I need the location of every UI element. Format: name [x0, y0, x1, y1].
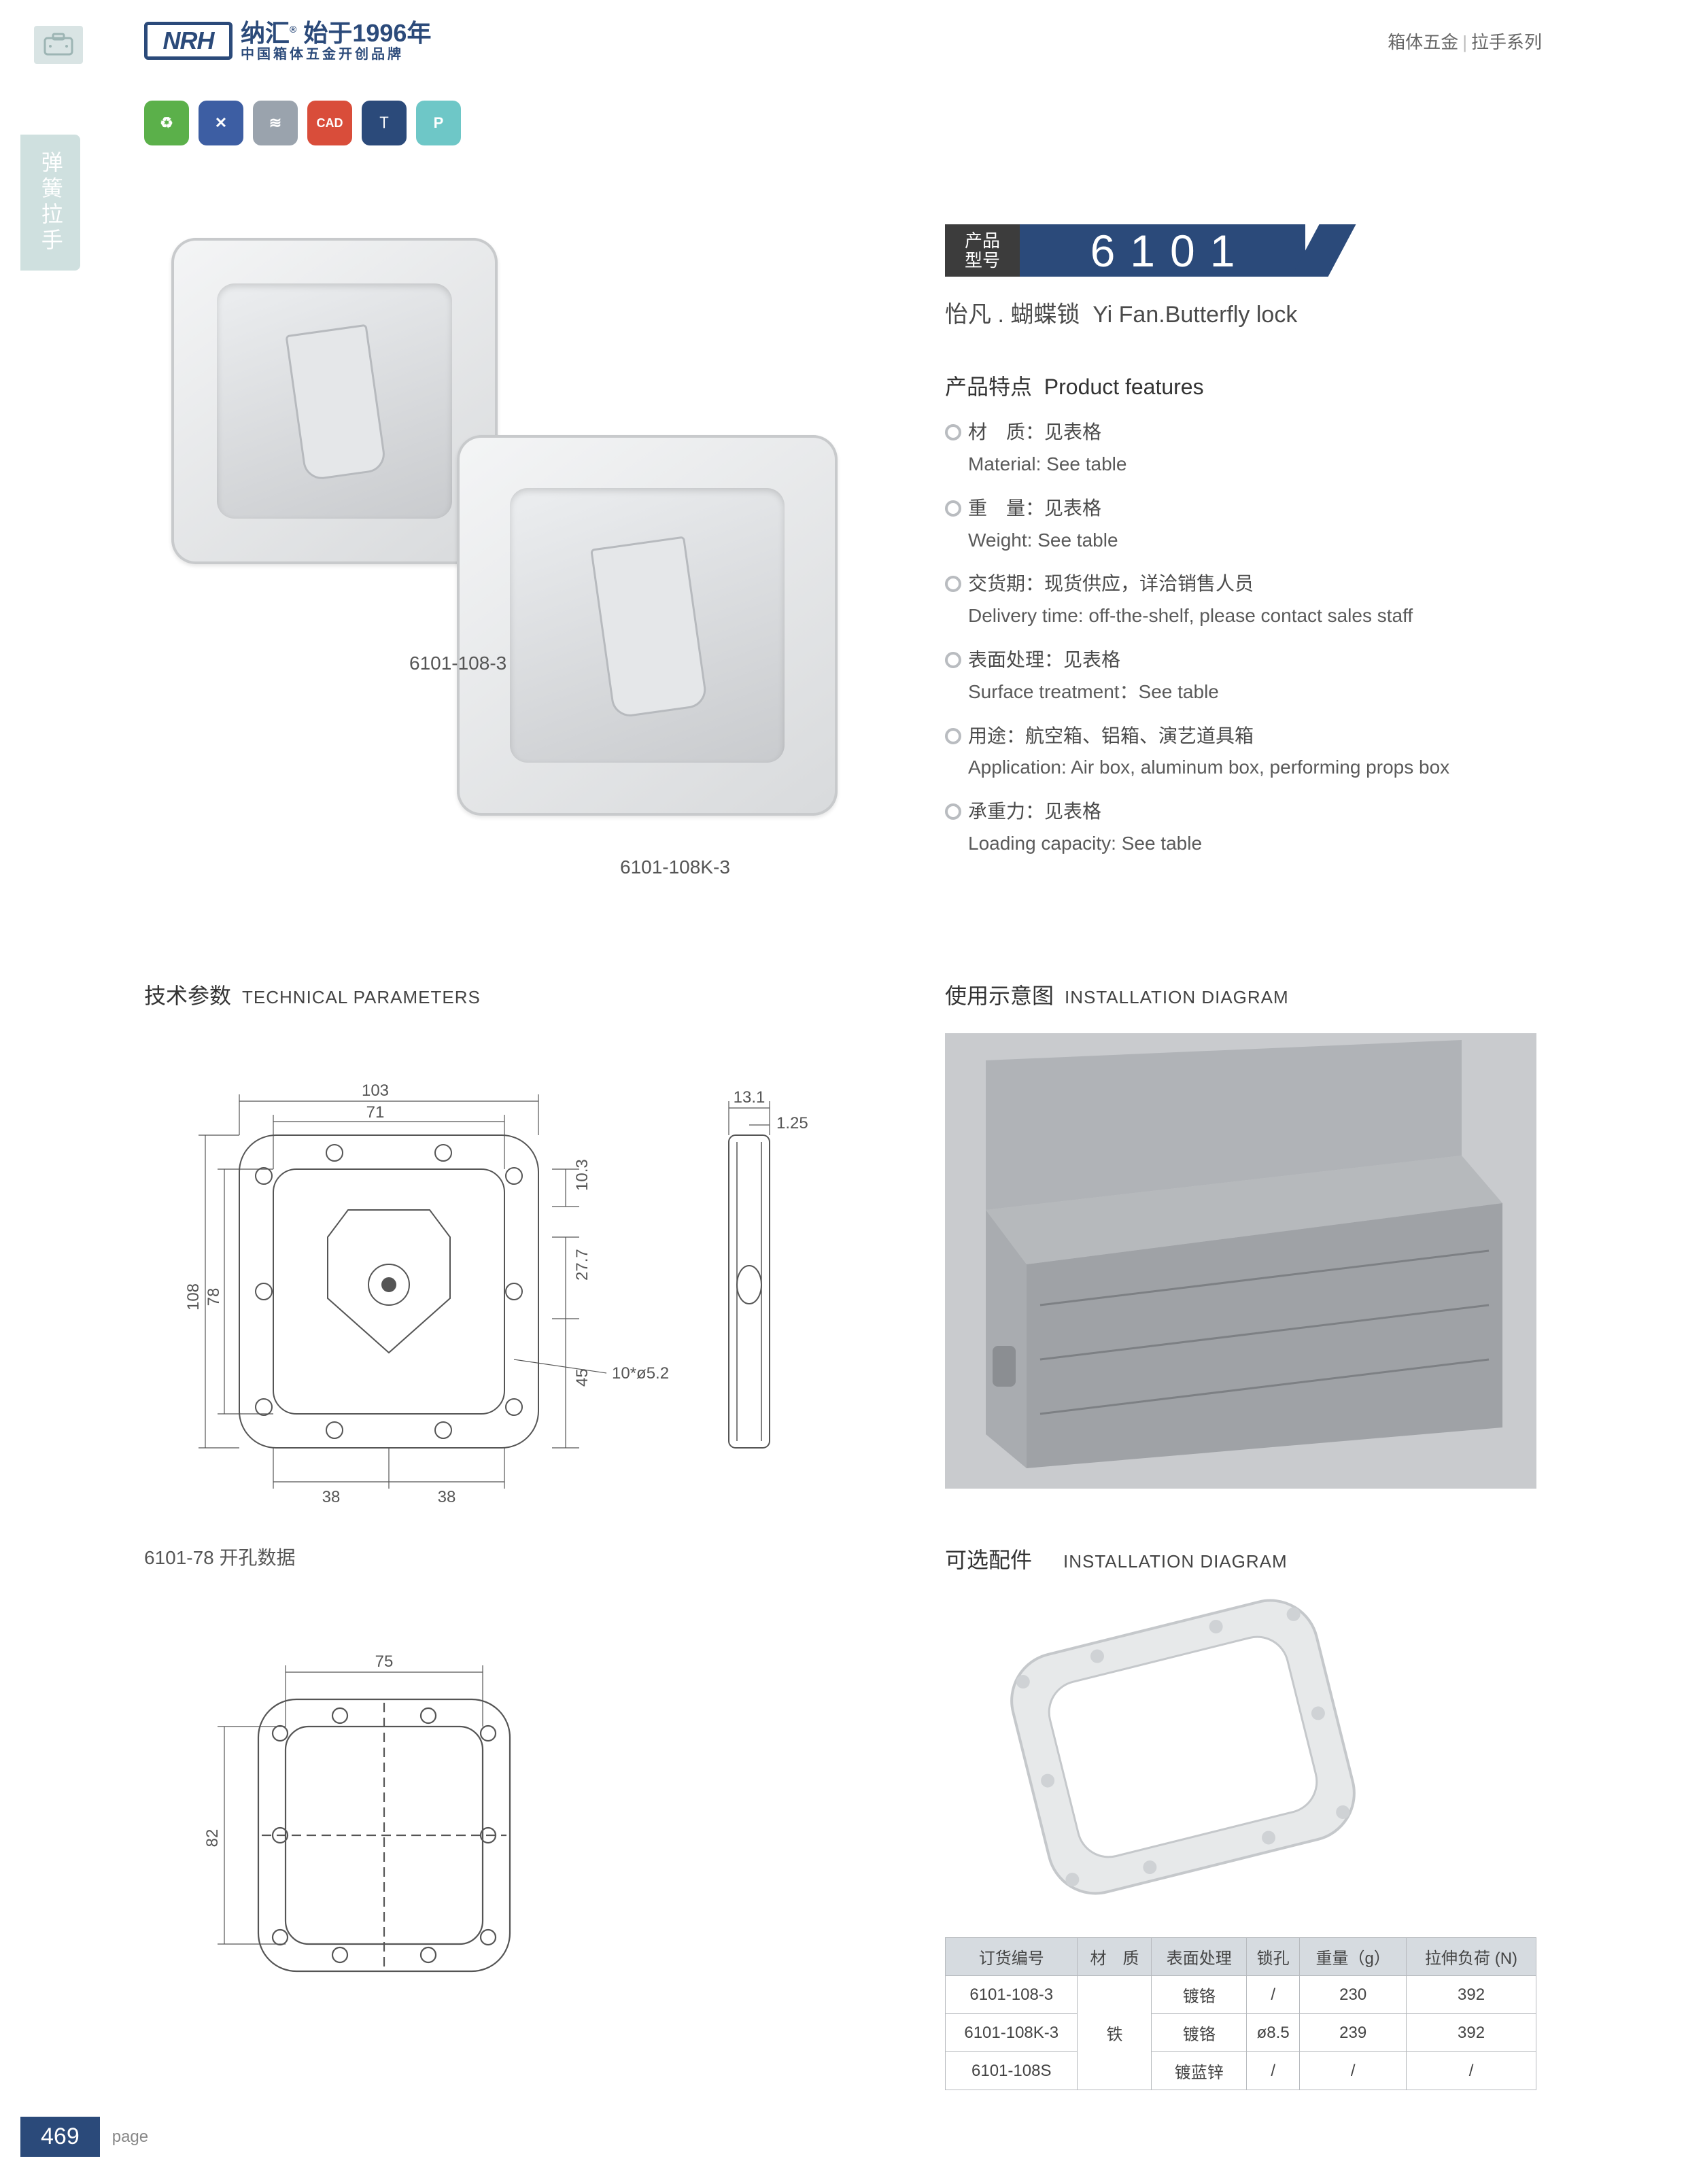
tools-icon: ✕ [199, 101, 243, 145]
table-header: 重量（g） [1300, 1938, 1407, 1976]
hole-data-heading: 6101-78 开孔数据 [144, 1543, 296, 1570]
category-icon [34, 26, 83, 64]
svg-text:78: 78 [205, 1288, 223, 1306]
product-images: 6101-108-3 6101-108K-3 [144, 218, 831, 870]
svg-text:108: 108 [184, 1283, 203, 1311]
brand-logo: NRH 纳汇® 始于1996年 中国箱体五金开创品牌 [144, 19, 431, 63]
svg-text:13.1: 13.1 [734, 1088, 765, 1107]
tech-params-heading: 技术参数TECHNICAL PARAMETERS [144, 979, 481, 1010]
table-row: 6101-108S镀蓝锌/// [946, 2052, 1536, 2090]
accessories-heading: 可选配件INSTALLATION DIAGRAM [945, 1543, 1288, 1574]
svg-text:10.3: 10.3 [573, 1159, 591, 1191]
side-category-tab: 弹簧拉手 [20, 135, 80, 271]
product-image-b [457, 435, 838, 816]
table-header-row: 订货编号材 质表面处理锁孔重量（g）拉伸负荷 (N) [946, 1938, 1536, 1976]
p-icon: P [416, 101, 461, 145]
spring-icon: ≋ [253, 101, 298, 145]
svg-text:103: 103 [362, 1081, 389, 1100]
feature-item: 表面处理：见表格Surface treatment：See table [945, 645, 1543, 708]
technical-drawing-main: 103 71 108 78 38 38 10.3 27.7 45 10*ø5.2… [144, 1033, 851, 1509]
accessory-image [965, 1597, 1400, 1896]
installation-heading: 使用示意图INSTALLATION DIAGRAM [945, 979, 1289, 1010]
table-header: 锁孔 [1247, 1938, 1300, 1976]
svg-text:38: 38 [438, 1488, 456, 1506]
feature-item: 用途：航空箱、铝箱、演艺道具箱Application: Air box, alu… [945, 721, 1543, 784]
catalog-page: NRH 纳汇® 始于1996年 中国箱体五金开创品牌 箱体五金|拉手系列 ♻✕≋… [0, 0, 1686, 2184]
svg-text:10*ø5.2: 10*ø5.2 [612, 1364, 669, 1383]
product-image-a [171, 238, 498, 564]
caption-b: 6101-108K-3 [620, 856, 730, 878]
table-row: 6101-108K-3镀铬ø8.5239392 [946, 2014, 1536, 2052]
features-heading: 产品特点 Product features [945, 370, 1543, 401]
caption-a: 6101-108-3 [409, 653, 506, 674]
table-header: 订货编号 [946, 1938, 1078, 1976]
attribute-icons: ♻✕≋CAD⟙P [144, 101, 461, 145]
page-number: 469 [20, 2117, 100, 2157]
table-row: 6101-108-3铁镀铬/230392 [946, 1976, 1536, 2014]
svg-text:71: 71 [366, 1103, 385, 1122]
product-info: 产品 型号 6101 怡凡 . 蝴蝶锁 Yi Fan.Butterfly loc… [945, 224, 1543, 873]
svg-text:27.7: 27.7 [573, 1249, 591, 1281]
svg-text:38: 38 [322, 1488, 341, 1506]
screw-icon: ⟙ [362, 101, 407, 145]
page-footer: 469 page [20, 2117, 148, 2157]
page-label: page [112, 2128, 148, 2147]
product-name: 怡凡 . 蝴蝶锁 Yi Fan.Butterfly lock [945, 296, 1543, 329]
feature-item: 重 量：见表格Weight: See table [945, 493, 1543, 556]
page-header: NRH 纳汇® 始于1996年 中国箱体五金开创品牌 箱体五金|拉手系列 [0, 19, 1686, 73]
table-header: 表面处理 [1152, 1938, 1247, 1976]
eco-icon: ♻ [144, 101, 189, 145]
svg-text:1.25: 1.25 [776, 1114, 808, 1132]
svg-text:82: 82 [203, 1829, 222, 1848]
features-list: 材 质：见表格Material: See table 重 量：见表格Weight:… [945, 417, 1543, 859]
table-header: 材 质 [1078, 1938, 1152, 1976]
table-header: 拉伸负荷 (N) [1407, 1938, 1536, 1976]
svg-text:45: 45 [573, 1368, 591, 1387]
logo-mark: NRH [144, 22, 233, 60]
brand-tagline: 中国箱体五金开创品牌 [241, 47, 431, 63]
spec-table: 订货编号材 质表面处理锁孔重量（g）拉伸负荷 (N) 6101-108-3铁镀铬… [945, 1937, 1536, 2090]
model-badge: 产品 型号 6101 [945, 224, 1543, 277]
svg-text:75: 75 [375, 1652, 394, 1671]
feature-item: 交货期：现货供应，详洽销售人员Delivery time: off-the-sh… [945, 569, 1543, 631]
brand-name: 纳汇® 始于1996年 [241, 19, 431, 47]
cutout-drawing: 75 82 [177, 1625, 564, 2005]
installation-photo [945, 1033, 1536, 1489]
feature-item: 材 质：见表格Material: See table [945, 417, 1543, 480]
model-number: 6101 [1020, 224, 1305, 277]
cad-icon: CAD [307, 101, 352, 145]
feature-item: 承重力：见表格Loading capacity: See table [945, 797, 1543, 859]
breadcrumb: 箱体五金|拉手系列 [1388, 29, 1542, 54]
